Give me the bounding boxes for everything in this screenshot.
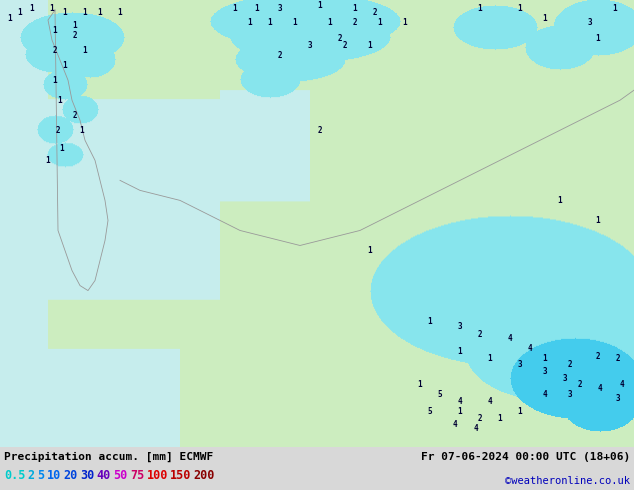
- Text: 75: 75: [130, 469, 145, 483]
- Text: 30: 30: [80, 469, 94, 483]
- Text: 1: 1: [328, 18, 332, 26]
- Text: 1: 1: [318, 0, 322, 9]
- Text: 100: 100: [146, 469, 168, 483]
- Text: 4: 4: [508, 334, 512, 343]
- Text: 3: 3: [543, 367, 547, 376]
- Text: 1: 1: [488, 354, 493, 363]
- Text: 1: 1: [63, 7, 67, 17]
- Text: 1: 1: [8, 14, 12, 23]
- Text: 1: 1: [378, 18, 382, 26]
- Text: 1: 1: [60, 144, 64, 153]
- Text: 4: 4: [474, 424, 478, 433]
- Text: 1: 1: [49, 3, 55, 13]
- Text: 4: 4: [619, 380, 624, 389]
- Text: 1: 1: [58, 96, 62, 105]
- Text: 1: 1: [612, 3, 618, 13]
- Text: 1: 1: [293, 18, 297, 26]
- Text: 2: 2: [477, 330, 482, 339]
- Text: 2: 2: [596, 352, 600, 361]
- Text: 1: 1: [558, 196, 562, 205]
- Text: 3: 3: [588, 18, 592, 26]
- Text: 1: 1: [268, 18, 273, 26]
- Text: 2: 2: [477, 415, 482, 423]
- Text: 3: 3: [518, 360, 522, 369]
- Text: 5: 5: [437, 390, 443, 399]
- Text: 1: 1: [82, 7, 87, 17]
- Text: 50: 50: [113, 469, 127, 483]
- Text: 3: 3: [278, 3, 282, 13]
- Text: 20: 20: [63, 469, 78, 483]
- Text: 2: 2: [373, 7, 377, 17]
- Text: Precipitation accum. [mm] ECMWF: Precipitation accum. [mm] ECMWF: [4, 452, 213, 462]
- Text: 2: 2: [73, 111, 77, 120]
- Text: 150: 150: [170, 469, 191, 483]
- Text: 1: 1: [233, 3, 237, 13]
- Text: 4: 4: [543, 390, 547, 399]
- Text: 1: 1: [458, 407, 462, 416]
- Text: 2: 2: [73, 30, 77, 40]
- Text: ©weatheronline.co.uk: ©weatheronline.co.uk: [505, 476, 630, 486]
- Text: 2: 2: [338, 34, 342, 43]
- Text: 1: 1: [18, 7, 22, 17]
- Text: 2: 2: [567, 360, 573, 369]
- Text: 1: 1: [543, 354, 547, 363]
- Text: 1: 1: [458, 347, 462, 356]
- Text: 3: 3: [458, 322, 462, 331]
- Text: 1: 1: [518, 3, 522, 13]
- Text: 2: 2: [56, 126, 60, 135]
- Text: 5: 5: [428, 407, 432, 416]
- Text: 1: 1: [80, 126, 84, 135]
- Text: Fr 07-06-2024 00:00 UTC (18+06): Fr 07-06-2024 00:00 UTC (18+06): [421, 452, 630, 462]
- Text: 2: 2: [27, 469, 34, 483]
- Text: 1: 1: [248, 18, 252, 26]
- Text: 1: 1: [498, 415, 502, 423]
- Text: 1: 1: [368, 41, 372, 49]
- Text: 1: 1: [353, 3, 358, 13]
- Text: 1: 1: [543, 14, 547, 23]
- Text: 1: 1: [418, 380, 422, 389]
- Text: 1: 1: [98, 7, 102, 17]
- Text: 4: 4: [527, 344, 533, 353]
- Text: 40: 40: [97, 469, 111, 483]
- Text: 2: 2: [353, 18, 358, 26]
- Text: 4: 4: [598, 384, 602, 393]
- Text: 2: 2: [578, 380, 582, 389]
- Text: 3: 3: [567, 390, 573, 399]
- Text: 4: 4: [453, 420, 457, 429]
- Text: 1: 1: [403, 18, 407, 26]
- Text: 2: 2: [53, 46, 57, 54]
- Text: 1: 1: [477, 3, 482, 13]
- Text: 1: 1: [368, 246, 372, 255]
- Text: 1: 1: [53, 75, 57, 85]
- Text: 4: 4: [458, 397, 462, 406]
- Text: 1: 1: [255, 3, 259, 13]
- Text: 2: 2: [616, 354, 620, 363]
- Text: 1: 1: [428, 317, 432, 326]
- Text: 3: 3: [307, 41, 313, 49]
- Text: 1: 1: [118, 7, 122, 17]
- Text: 2: 2: [318, 126, 322, 135]
- Text: 2: 2: [278, 50, 282, 60]
- Text: 0.5: 0.5: [4, 469, 25, 483]
- Text: 1: 1: [73, 21, 77, 29]
- Text: 10: 10: [47, 469, 61, 483]
- Text: 1: 1: [63, 61, 67, 70]
- Text: 1: 1: [53, 25, 57, 35]
- Text: 2: 2: [343, 41, 347, 49]
- Text: 1: 1: [596, 216, 600, 225]
- Text: 1: 1: [46, 156, 50, 165]
- Text: 3: 3: [616, 394, 620, 403]
- Text: 1: 1: [82, 46, 87, 54]
- Text: 5: 5: [37, 469, 44, 483]
- Text: 1: 1: [596, 34, 600, 43]
- Text: 4: 4: [488, 397, 493, 406]
- Text: 1: 1: [30, 3, 34, 13]
- Text: 200: 200: [193, 469, 215, 483]
- Text: 3: 3: [563, 374, 567, 383]
- Text: 1: 1: [518, 407, 522, 416]
